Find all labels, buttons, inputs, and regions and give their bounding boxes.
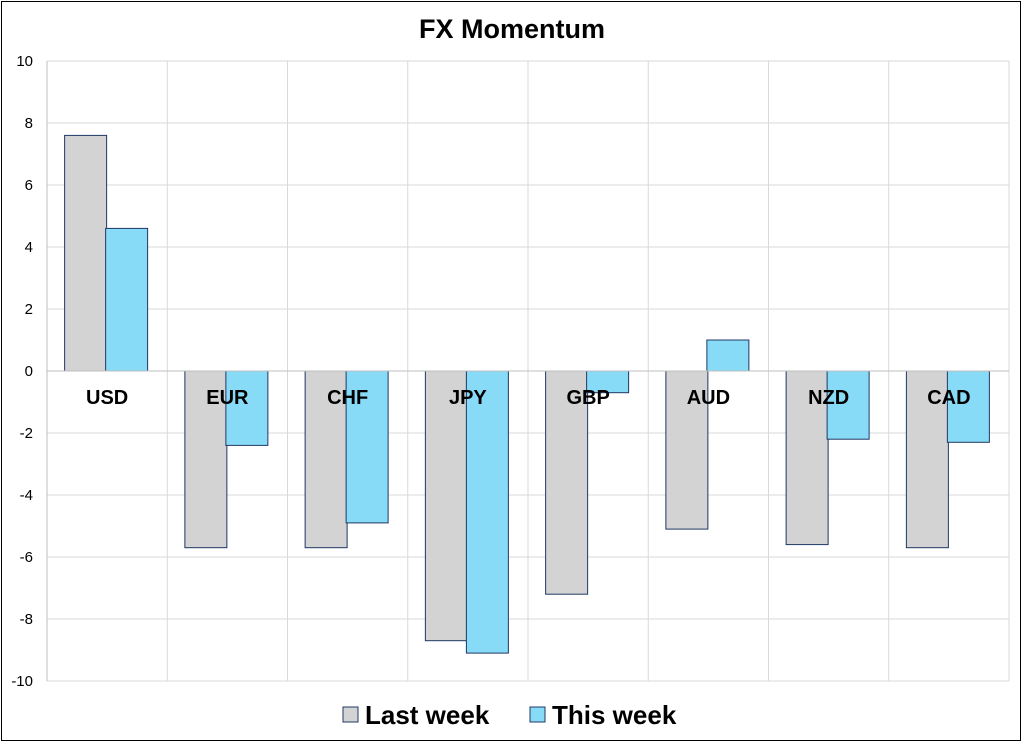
y-tick-label: 0 xyxy=(25,363,33,380)
bar-this-week-jpy xyxy=(465,370,509,654)
category-label: NZD xyxy=(808,387,849,409)
legend-label-last-week: Last week xyxy=(365,700,490,730)
bar-this-week-chf xyxy=(345,370,389,524)
category-label: EUR xyxy=(206,387,249,409)
bar-last-week-gbp xyxy=(545,370,589,595)
y-tick-label: 8 xyxy=(25,115,33,132)
bar-this-week-usd xyxy=(105,227,149,372)
y-tick-label: 2 xyxy=(25,301,33,318)
y-tick-label: -6 xyxy=(20,549,33,566)
labels: 10 8 6 4 2 0 -2 -4 -6 -8 -10 USD EUR CHF JPY GBP AUD NZD C… xyxy=(11,53,970,690)
bar-last-week-eur xyxy=(184,370,228,549)
bars xyxy=(64,134,990,654)
legend-swatch-this-week xyxy=(529,706,546,723)
y-tick-label: -10 xyxy=(11,673,33,690)
category-label: USD xyxy=(86,387,128,409)
category-label: AUD xyxy=(687,387,730,409)
category-label: CAD xyxy=(927,387,970,409)
axes xyxy=(46,61,1009,681)
bar-last-week-chf xyxy=(304,370,348,549)
y-tick-label: 4 xyxy=(25,239,33,256)
legend-swatch-last-week xyxy=(342,706,359,723)
bar-this-week-cad xyxy=(946,370,990,443)
bar-this-week-aud xyxy=(706,339,750,372)
bar-last-week-usd xyxy=(64,134,108,372)
bar-last-week-jpy xyxy=(424,370,468,642)
y-tick-label: 6 xyxy=(25,177,33,194)
legend-label-this-week: This week xyxy=(552,700,677,730)
chart-title: FX Momentum xyxy=(419,14,605,44)
y-tick-label: 10 xyxy=(16,53,33,70)
bar-last-week-cad xyxy=(905,370,949,549)
legend: Last week This week xyxy=(342,700,677,730)
bar-this-week-eur xyxy=(225,370,269,446)
bar-this-week-nzd xyxy=(826,370,870,440)
category-label: JPY xyxy=(449,387,487,409)
y-tick-label: -8 xyxy=(20,611,33,628)
y-tick-label: -2 xyxy=(20,425,33,442)
category-label: CHF xyxy=(327,387,368,409)
y-tick-label: -4 xyxy=(20,487,33,504)
bar-last-week-aud xyxy=(665,370,709,530)
category-label: GBP xyxy=(566,387,609,409)
